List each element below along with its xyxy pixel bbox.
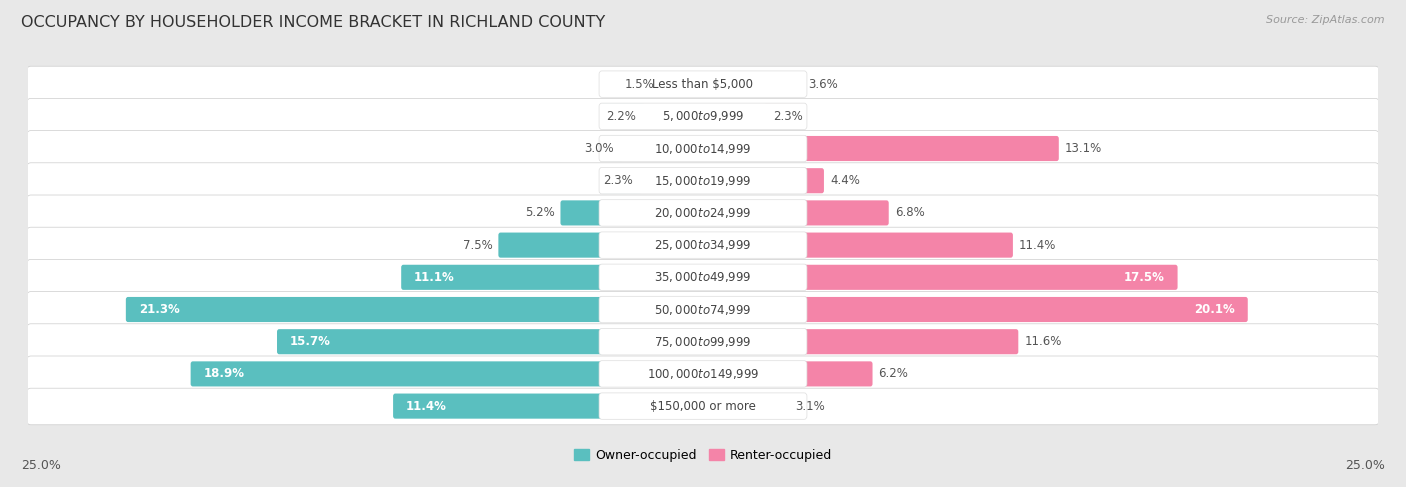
Text: $25,000 to $34,999: $25,000 to $34,999 bbox=[654, 238, 752, 252]
Text: 21.3%: 21.3% bbox=[139, 303, 180, 316]
FancyBboxPatch shape bbox=[401, 265, 605, 290]
Text: 15.7%: 15.7% bbox=[290, 335, 330, 348]
Text: 2.3%: 2.3% bbox=[603, 174, 633, 187]
FancyBboxPatch shape bbox=[599, 135, 807, 162]
FancyBboxPatch shape bbox=[561, 200, 605, 225]
Text: 11.4%: 11.4% bbox=[406, 400, 447, 412]
FancyBboxPatch shape bbox=[801, 361, 873, 387]
FancyBboxPatch shape bbox=[599, 168, 807, 194]
FancyBboxPatch shape bbox=[27, 324, 1379, 360]
Text: $20,000 to $24,999: $20,000 to $24,999 bbox=[654, 206, 752, 220]
Text: $75,000 to $99,999: $75,000 to $99,999 bbox=[654, 335, 752, 349]
Text: 11.6%: 11.6% bbox=[1024, 335, 1062, 348]
FancyBboxPatch shape bbox=[277, 329, 605, 354]
FancyBboxPatch shape bbox=[599, 296, 807, 323]
FancyBboxPatch shape bbox=[801, 297, 1247, 322]
FancyBboxPatch shape bbox=[599, 361, 807, 387]
FancyBboxPatch shape bbox=[765, 104, 804, 129]
FancyBboxPatch shape bbox=[787, 393, 804, 419]
Text: 20.1%: 20.1% bbox=[1194, 303, 1234, 316]
Text: $10,000 to $14,999: $10,000 to $14,999 bbox=[654, 142, 752, 155]
FancyBboxPatch shape bbox=[602, 136, 621, 161]
Text: 3.0%: 3.0% bbox=[585, 142, 614, 155]
FancyBboxPatch shape bbox=[599, 71, 807, 97]
FancyBboxPatch shape bbox=[800, 72, 804, 97]
FancyBboxPatch shape bbox=[602, 72, 662, 97]
FancyBboxPatch shape bbox=[27, 66, 1379, 103]
Text: 7.5%: 7.5% bbox=[463, 239, 492, 252]
Text: 3.6%: 3.6% bbox=[808, 77, 838, 91]
Text: OCCUPANCY BY HOUSEHOLDER INCOME BRACKET IN RICHLAND COUNTY: OCCUPANCY BY HOUSEHOLDER INCOME BRACKET … bbox=[21, 15, 606, 30]
Text: $15,000 to $19,999: $15,000 to $19,999 bbox=[654, 174, 752, 187]
Text: Less than $5,000: Less than $5,000 bbox=[652, 77, 754, 91]
Text: 18.9%: 18.9% bbox=[204, 367, 245, 380]
Text: 2.3%: 2.3% bbox=[773, 110, 803, 123]
Text: 11.4%: 11.4% bbox=[1019, 239, 1056, 252]
Text: 6.2%: 6.2% bbox=[879, 367, 908, 380]
FancyBboxPatch shape bbox=[27, 292, 1379, 328]
FancyBboxPatch shape bbox=[599, 329, 807, 355]
Text: $50,000 to $74,999: $50,000 to $74,999 bbox=[654, 302, 752, 317]
Text: Source: ZipAtlas.com: Source: ZipAtlas.com bbox=[1267, 15, 1385, 25]
FancyBboxPatch shape bbox=[801, 136, 1059, 161]
Text: 2.2%: 2.2% bbox=[606, 110, 636, 123]
Text: $150,000 or more: $150,000 or more bbox=[650, 400, 756, 412]
FancyBboxPatch shape bbox=[127, 297, 605, 322]
FancyBboxPatch shape bbox=[498, 233, 605, 258]
FancyBboxPatch shape bbox=[394, 393, 605, 419]
Text: 25.0%: 25.0% bbox=[21, 459, 60, 472]
Text: 3.1%: 3.1% bbox=[794, 400, 824, 412]
Text: $35,000 to $49,999: $35,000 to $49,999 bbox=[654, 270, 752, 284]
FancyBboxPatch shape bbox=[191, 361, 605, 387]
FancyBboxPatch shape bbox=[602, 104, 644, 129]
Text: $100,000 to $149,999: $100,000 to $149,999 bbox=[647, 367, 759, 381]
Text: 5.2%: 5.2% bbox=[524, 206, 554, 220]
FancyBboxPatch shape bbox=[599, 200, 807, 226]
Text: 17.5%: 17.5% bbox=[1123, 271, 1164, 284]
FancyBboxPatch shape bbox=[27, 356, 1379, 393]
Text: 1.5%: 1.5% bbox=[624, 77, 654, 91]
FancyBboxPatch shape bbox=[27, 195, 1379, 232]
Text: 6.8%: 6.8% bbox=[894, 206, 924, 220]
FancyBboxPatch shape bbox=[801, 233, 1012, 258]
FancyBboxPatch shape bbox=[599, 103, 807, 130]
FancyBboxPatch shape bbox=[27, 98, 1379, 135]
FancyBboxPatch shape bbox=[801, 200, 889, 225]
FancyBboxPatch shape bbox=[599, 264, 807, 291]
Text: 4.4%: 4.4% bbox=[830, 174, 859, 187]
FancyBboxPatch shape bbox=[599, 232, 807, 258]
FancyBboxPatch shape bbox=[801, 265, 1178, 290]
FancyBboxPatch shape bbox=[27, 163, 1379, 199]
FancyBboxPatch shape bbox=[27, 131, 1379, 167]
Text: 11.1%: 11.1% bbox=[415, 271, 456, 284]
FancyBboxPatch shape bbox=[27, 388, 1379, 425]
Text: $5,000 to $9,999: $5,000 to $9,999 bbox=[662, 109, 744, 123]
FancyBboxPatch shape bbox=[602, 168, 641, 193]
FancyBboxPatch shape bbox=[801, 329, 1018, 354]
FancyBboxPatch shape bbox=[27, 260, 1379, 296]
FancyBboxPatch shape bbox=[801, 168, 824, 193]
Legend: Owner-occupied, Renter-occupied: Owner-occupied, Renter-occupied bbox=[568, 444, 838, 467]
FancyBboxPatch shape bbox=[599, 393, 807, 419]
Text: 25.0%: 25.0% bbox=[1346, 459, 1385, 472]
Text: 13.1%: 13.1% bbox=[1064, 142, 1102, 155]
FancyBboxPatch shape bbox=[27, 227, 1379, 264]
